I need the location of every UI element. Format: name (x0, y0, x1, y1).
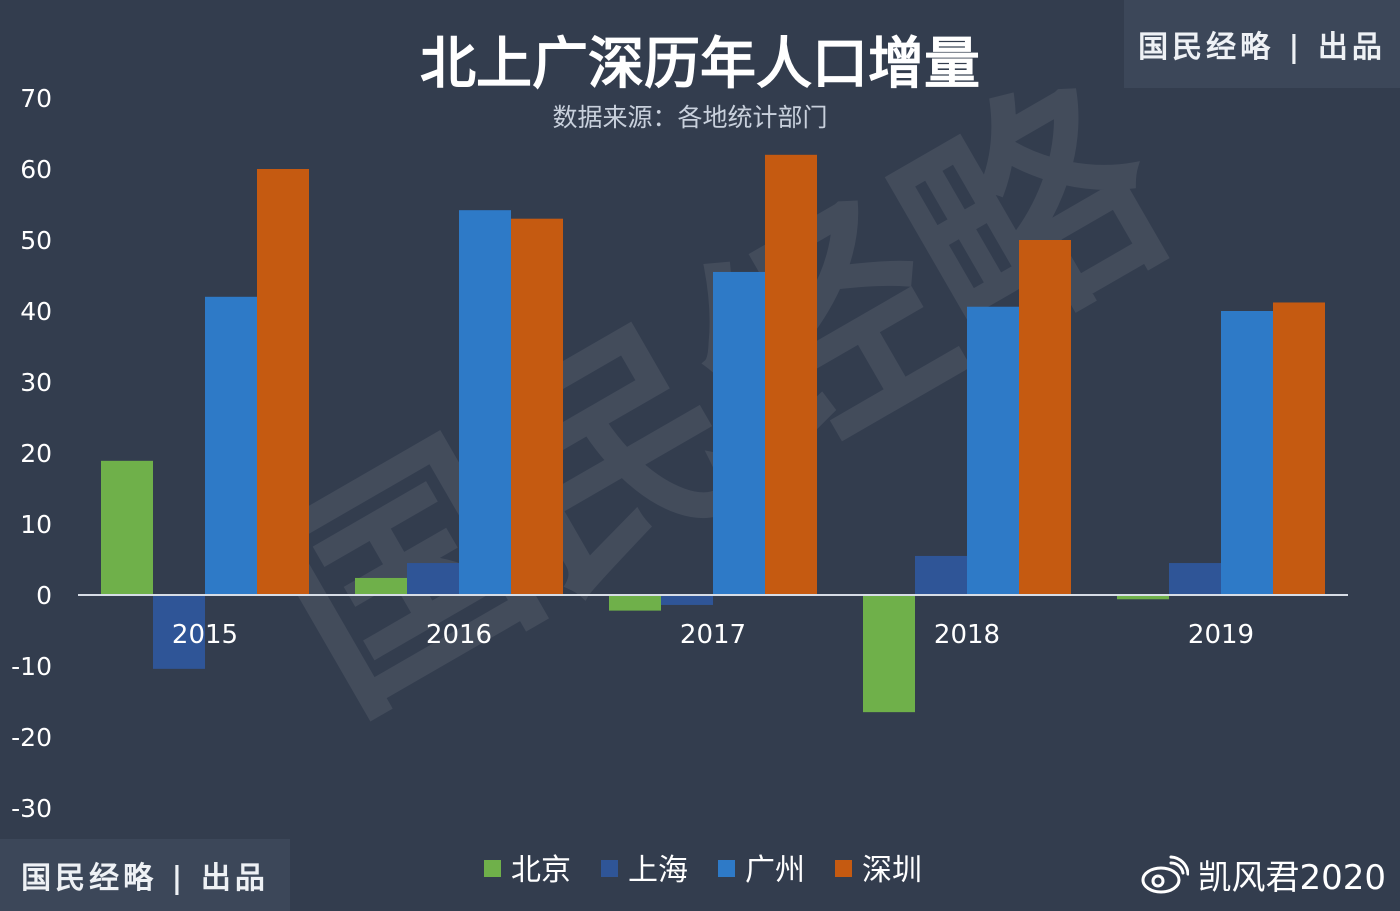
bar-深圳-2019 (1273, 302, 1325, 595)
y-tick-label: -10 (11, 652, 52, 681)
y-tick-label: 30 (20, 368, 52, 397)
y-tick-label: 0 (36, 581, 52, 610)
y-tick-label: 40 (20, 297, 52, 326)
bar-上海-2018 (915, 555, 967, 595)
bar-广州-2015 (205, 296, 257, 595)
bar-广州-2016 (459, 210, 511, 595)
bar-广州-2018 (967, 306, 1019, 595)
y-tick-label: -30 (11, 794, 52, 823)
bar-北京-2016 (355, 577, 407, 595)
bar-北京-2015 (101, 460, 153, 595)
x-tick-label: 2018 (934, 620, 1000, 650)
x-tick-label: 2015 (172, 620, 238, 650)
bar-广州-2019 (1221, 311, 1273, 595)
bar-上海-2016 (407, 563, 459, 595)
y-axis-ticks: -30 -20 -10 0 10 20 30 40 50 60 70 (11, 84, 52, 823)
y-tick-label: 10 (20, 510, 52, 539)
bars (101, 154, 1325, 713)
bar-上海-2015 (153, 595, 205, 669)
legend-swatch-深圳 (835, 860, 852, 877)
bar-北京-2018 (863, 595, 915, 713)
x-tick-label: 2017 (680, 620, 746, 650)
legend-swatch-北京 (484, 860, 501, 877)
x-axis-ticks: 2015 2016 2017 2018 2019 (172, 620, 1254, 650)
bar-广州-2017 (713, 271, 765, 595)
chart-subtitle: 数据来源：各地统计部门 (552, 103, 827, 132)
legend-swatch-上海 (601, 860, 618, 877)
legend-label-深圳: 深圳 (862, 853, 922, 888)
bar-北京-2017 (609, 595, 661, 611)
bar-深圳-2017 (765, 154, 817, 596)
legend-label-上海: 上海 (628, 853, 688, 888)
y-tick-label: 70 (20, 84, 52, 113)
watermark-badge-bottom: 国民经略 | 出品 (0, 839, 290, 911)
y-tick-label: 20 (20, 439, 52, 468)
bar-北京-2019 (1117, 595, 1169, 600)
bar-深圳-2018 (1019, 240, 1071, 595)
legend-label-北京: 北京 (511, 853, 571, 888)
y-tick-label: -20 (11, 723, 52, 752)
y-tick-label: 50 (20, 226, 52, 255)
weibo-watermark: 凯风君2020 (1139, 850, 1386, 899)
legend: 北京 上海 广州 深圳 (484, 853, 922, 888)
bar-深圳-2015 (257, 169, 309, 595)
weibo-icon (1141, 855, 1190, 893)
y-tick-label: 60 (20, 155, 52, 184)
x-tick-label: 2016 (426, 620, 492, 650)
watermark-badge-top: 国民经略 | 出品 (1124, 0, 1400, 88)
bar-深圳-2016 (511, 218, 563, 595)
legend-label-广州: 广州 (745, 853, 805, 888)
x-tick-label: 2019 (1188, 620, 1254, 650)
weibo-handle: 凯风君2020 (1197, 858, 1386, 898)
chart-title: 北上广深历年人口增量 (420, 32, 980, 97)
bar-上海-2017 (661, 595, 713, 605)
legend-swatch-广州 (718, 860, 735, 877)
bar-上海-2019 (1169, 563, 1221, 595)
